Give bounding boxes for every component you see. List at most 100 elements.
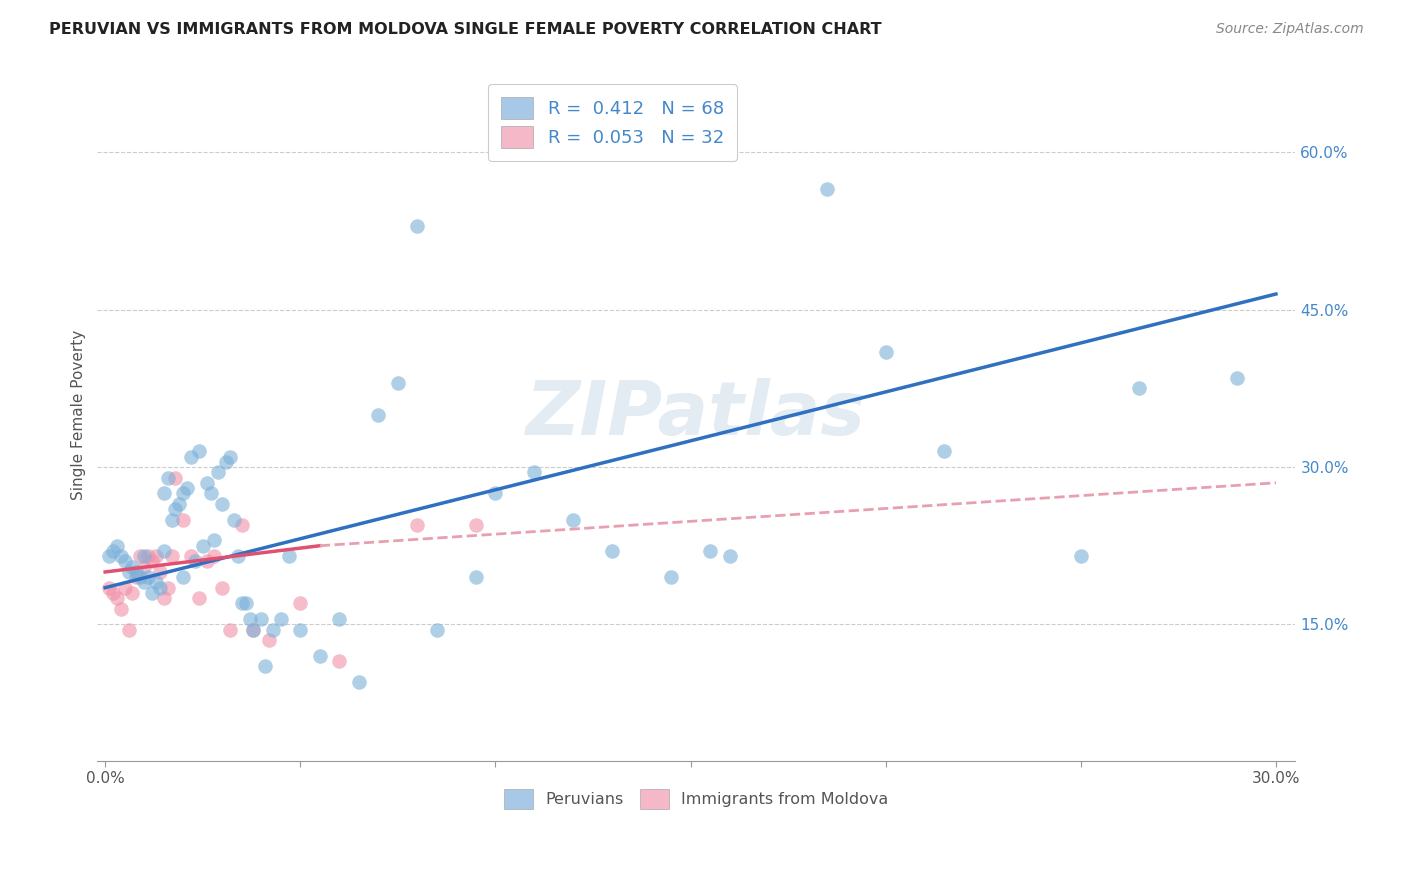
Point xyxy=(98,549,121,564)
Point xyxy=(152,544,174,558)
Point xyxy=(152,486,174,500)
Point xyxy=(200,486,222,500)
Point xyxy=(718,549,741,564)
Point xyxy=(134,575,156,590)
Point xyxy=(219,623,242,637)
Point xyxy=(328,612,350,626)
Point xyxy=(98,581,121,595)
Point xyxy=(290,596,312,610)
Point xyxy=(110,549,132,564)
Point xyxy=(523,465,546,479)
Point xyxy=(219,450,242,464)
Point xyxy=(145,575,167,590)
Point xyxy=(141,586,163,600)
Point xyxy=(367,408,389,422)
Point xyxy=(562,512,585,526)
Point xyxy=(195,554,218,568)
Point xyxy=(815,182,838,196)
Point xyxy=(211,581,233,595)
Point xyxy=(117,565,139,579)
Point xyxy=(136,549,159,564)
Point xyxy=(169,497,191,511)
Point xyxy=(464,570,486,584)
Point xyxy=(101,544,124,558)
Point xyxy=(222,512,245,526)
Point xyxy=(238,612,260,626)
Point xyxy=(101,586,124,600)
Point xyxy=(191,539,214,553)
Point xyxy=(187,444,209,458)
Point xyxy=(149,565,172,579)
Point xyxy=(699,544,721,558)
Point xyxy=(176,481,198,495)
Point xyxy=(121,559,143,574)
Point xyxy=(426,623,449,637)
Point xyxy=(105,591,128,606)
Point xyxy=(117,623,139,637)
Point xyxy=(125,570,148,584)
Point xyxy=(464,517,486,532)
Point xyxy=(387,376,409,391)
Point xyxy=(105,539,128,553)
Point xyxy=(145,549,167,564)
Point xyxy=(129,570,152,584)
Point xyxy=(172,486,194,500)
Point xyxy=(250,612,273,626)
Text: Source: ZipAtlas.com: Source: ZipAtlas.com xyxy=(1216,22,1364,37)
Point xyxy=(172,512,194,526)
Point xyxy=(277,549,299,564)
Point xyxy=(156,470,179,484)
Point xyxy=(1070,549,1092,564)
Point xyxy=(242,623,264,637)
Point xyxy=(180,549,202,564)
Point xyxy=(134,559,156,574)
Point xyxy=(406,219,429,233)
Point xyxy=(121,586,143,600)
Point xyxy=(165,502,187,516)
Point xyxy=(226,549,249,564)
Point xyxy=(134,549,156,564)
Point xyxy=(242,623,264,637)
Point xyxy=(141,554,163,568)
Point xyxy=(262,623,284,637)
Point xyxy=(659,570,682,584)
Point xyxy=(184,554,207,568)
Text: ZIPatlas: ZIPatlas xyxy=(526,378,866,451)
Point xyxy=(406,517,429,532)
Point xyxy=(165,470,187,484)
Point xyxy=(114,554,136,568)
Point xyxy=(347,675,370,690)
Point xyxy=(160,512,183,526)
Point xyxy=(129,549,152,564)
Legend: Peruvians, Immigrants from Moldova: Peruvians, Immigrants from Moldova xyxy=(498,783,896,815)
Point xyxy=(114,581,136,595)
Point xyxy=(204,533,226,548)
Point xyxy=(180,450,202,464)
Point xyxy=(270,612,292,626)
Point xyxy=(187,591,209,606)
Point xyxy=(484,486,506,500)
Point xyxy=(125,565,148,579)
Point xyxy=(308,648,330,663)
Point xyxy=(215,455,238,469)
Point xyxy=(602,544,624,558)
Point xyxy=(231,517,253,532)
Point xyxy=(1226,371,1249,385)
Point xyxy=(156,581,179,595)
Point xyxy=(290,623,312,637)
Point xyxy=(1128,381,1150,395)
Point xyxy=(152,591,174,606)
Point xyxy=(257,633,280,648)
Point xyxy=(235,596,257,610)
Point xyxy=(254,659,277,673)
Point xyxy=(136,570,159,584)
Point xyxy=(934,444,956,458)
Point xyxy=(211,497,233,511)
Point xyxy=(875,344,897,359)
Text: PERUVIAN VS IMMIGRANTS FROM MOLDOVA SINGLE FEMALE POVERTY CORRELATION CHART: PERUVIAN VS IMMIGRANTS FROM MOLDOVA SING… xyxy=(49,22,882,37)
Point xyxy=(204,549,226,564)
Point xyxy=(172,570,194,584)
Point xyxy=(149,581,172,595)
Y-axis label: Single Female Poverty: Single Female Poverty xyxy=(72,329,86,500)
Point xyxy=(231,596,253,610)
